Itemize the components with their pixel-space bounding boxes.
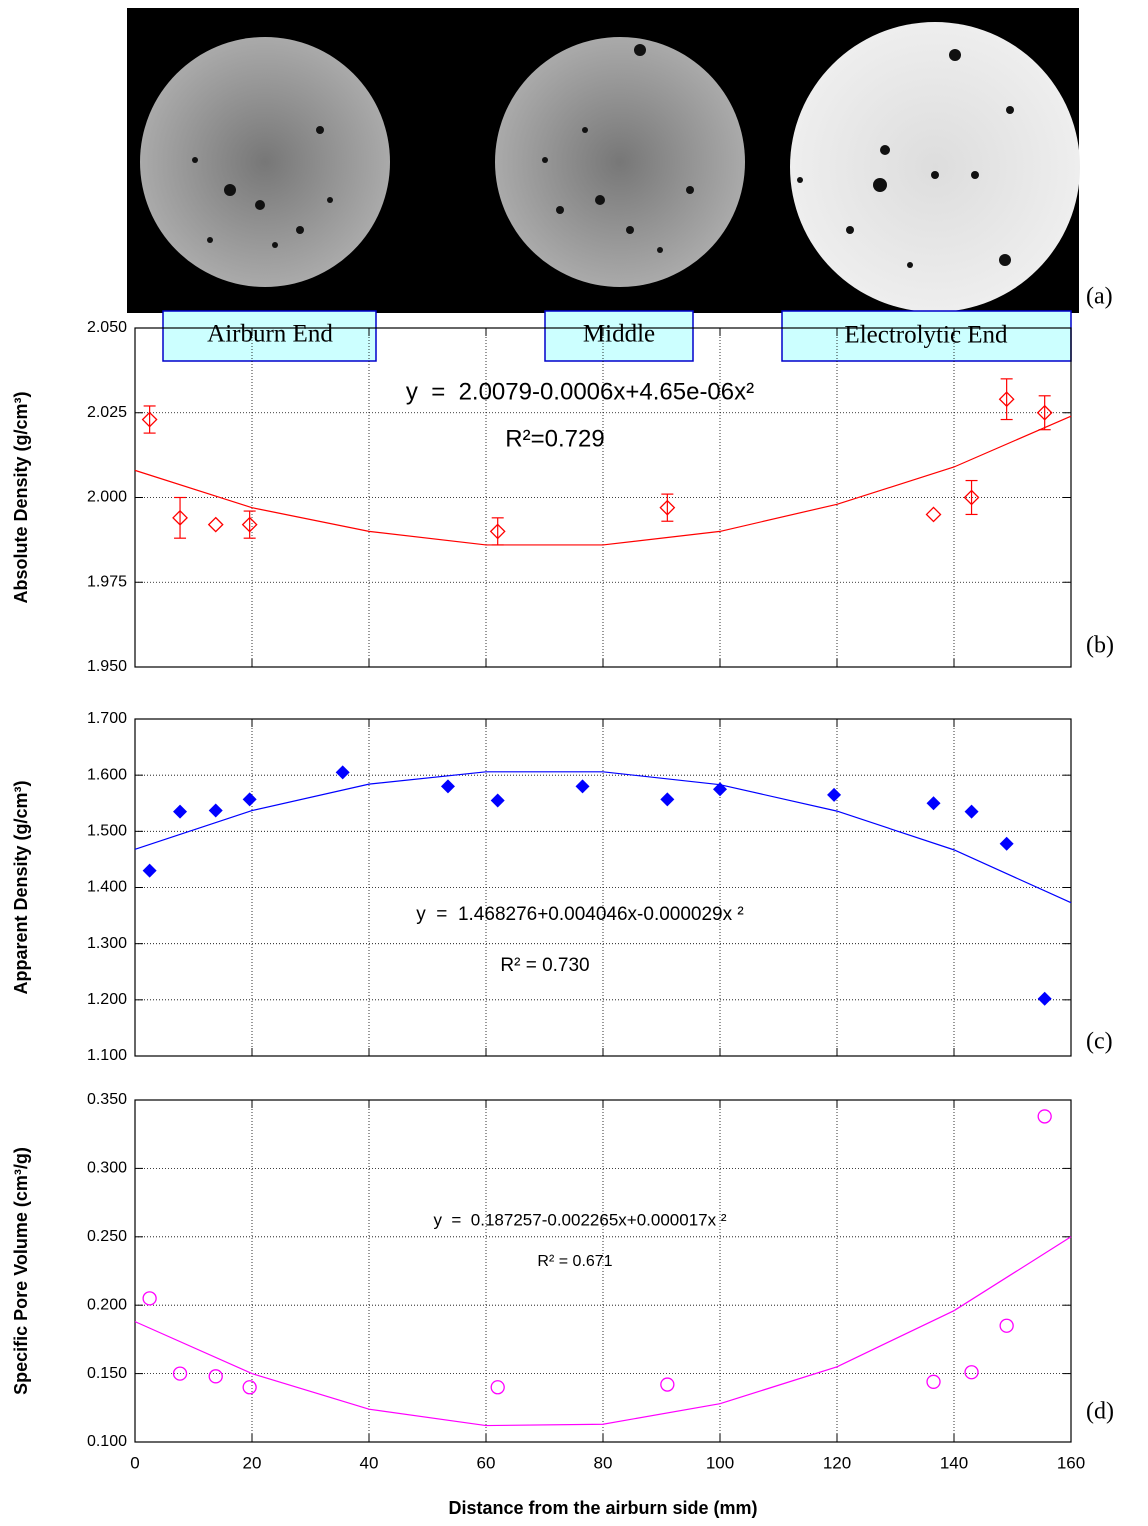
y-tick-label: 1.975 — [87, 573, 127, 590]
point — [243, 1381, 256, 1394]
page: {"image": {"panel_label": "(a)", "region… — [0, 0, 1148, 1526]
x-tick-label: 160 — [1057, 1453, 1085, 1472]
error-bar — [661, 494, 673, 521]
figure: (a) Airburn End Middle Electrolytic End … — [0, 0, 1148, 1526]
region-label: Middle — [583, 321, 655, 348]
region-label: Airburn End — [207, 321, 333, 348]
point — [1000, 837, 1014, 851]
r-squared: R² = 0.671 — [537, 1253, 612, 1270]
error-bar — [174, 498, 186, 539]
y-tick-label: 0.300 — [87, 1160, 127, 1177]
equation: y = 0.187257-0.002265x+0.000017x ² — [433, 1210, 726, 1229]
y-tick-label: 1.200 — [87, 991, 127, 1008]
panel-label: (d) — [1086, 1399, 1114, 1425]
y-tick-label: 2.050 — [87, 319, 127, 336]
r-squared: R²=0.729 — [505, 425, 604, 452]
point — [660, 792, 674, 806]
ct-slice — [140, 37, 390, 287]
y-axis-title: Apparent Density (g/cm³) — [11, 780, 31, 994]
point — [143, 1292, 156, 1305]
point — [143, 864, 157, 878]
error-bar — [1001, 379, 1013, 420]
point — [243, 792, 257, 806]
x-tick-label: 80 — [594, 1453, 613, 1472]
ct-image — [127, 8, 1080, 313]
y-tick-label: 0.200 — [87, 1296, 127, 1313]
x-tick-label: 120 — [823, 1453, 851, 1472]
point — [661, 1378, 674, 1391]
error-bar — [492, 518, 504, 545]
y-tick-label: 1.500 — [87, 823, 127, 840]
x-tick-label: 20 — [243, 1453, 262, 1472]
y-tick-label: 1.950 — [87, 658, 127, 675]
point — [491, 793, 505, 807]
point — [173, 805, 187, 819]
chart: 1.100 1.200 1.300 1.400 1.500 1.600 1.700 y = 1… — [11, 710, 1113, 1064]
point — [927, 507, 941, 521]
point — [209, 804, 223, 818]
x-tick-label: 140 — [940, 1453, 968, 1472]
y-tick-label: 1.600 — [87, 766, 127, 783]
region-boxes: Airburn End Middle Electrolytic End — [163, 311, 1071, 361]
x-axis-title: Distance from the airburn side (mm) — [448, 1498, 757, 1518]
y-tick-label: 2.025 — [87, 404, 127, 421]
y-tick-label: 0.350 — [87, 1091, 127, 1108]
point — [209, 518, 223, 532]
y-tick-label: 1.100 — [87, 1047, 127, 1064]
point — [927, 796, 941, 810]
point — [441, 779, 455, 793]
point — [965, 805, 979, 819]
point — [491, 1381, 504, 1394]
equation: y = 2.0079-0.0006x+4.65e-06x² — [406, 378, 754, 405]
point — [927, 1375, 940, 1388]
x-tick-label: 100 — [706, 1453, 734, 1472]
error-bar — [144, 406, 156, 433]
equation: y = 1.468276+0.004046x-0.000029x ² — [416, 904, 743, 925]
point — [827, 788, 841, 802]
y-tick-label: 0.150 — [87, 1365, 127, 1382]
point — [576, 779, 590, 793]
point — [1038, 992, 1052, 1006]
y-tick-label: 2.000 — [87, 489, 127, 506]
y-axis-title: Specific Pore Volume (cm³/g) — [11, 1147, 31, 1395]
point — [965, 1366, 978, 1379]
r-squared: R² = 0.730 — [500, 955, 589, 976]
y-tick-label: 1.700 — [87, 710, 127, 727]
panel-label: (c) — [1086, 1029, 1113, 1055]
chart: 1.950 1.975 2.000 2.025 2.050 y = 2.0079-0.00… — [11, 319, 1114, 675]
x-tick-label: 0 — [130, 1453, 139, 1472]
y-tick-label: 1.400 — [87, 879, 127, 896]
point — [336, 765, 350, 779]
y-axis-title: Absolute Density (g/cm³) — [11, 391, 31, 603]
ct-slice — [790, 22, 1080, 312]
error-bar — [1039, 396, 1051, 430]
chart: 0.100 0.150 0.200 0.250 0.300 0.350 0 20 40 60 80 1… — [11, 1091, 1114, 1518]
x-tick-label: 60 — [477, 1453, 496, 1472]
panel-label: (a) — [1086, 284, 1113, 310]
error-bar — [244, 511, 256, 538]
panel-label: (b) — [1086, 633, 1114, 659]
region-label: Electrolytic End — [844, 322, 1008, 349]
point — [209, 1370, 222, 1383]
y-tick-label: 0.100 — [87, 1433, 127, 1450]
x-tick-label: 40 — [360, 1453, 379, 1472]
y-tick-label: 0.250 — [87, 1228, 127, 1245]
y-tick-label: 1.300 — [87, 935, 127, 952]
point — [1038, 1110, 1051, 1123]
point — [1000, 1319, 1013, 1332]
ct-slice — [495, 37, 745, 287]
